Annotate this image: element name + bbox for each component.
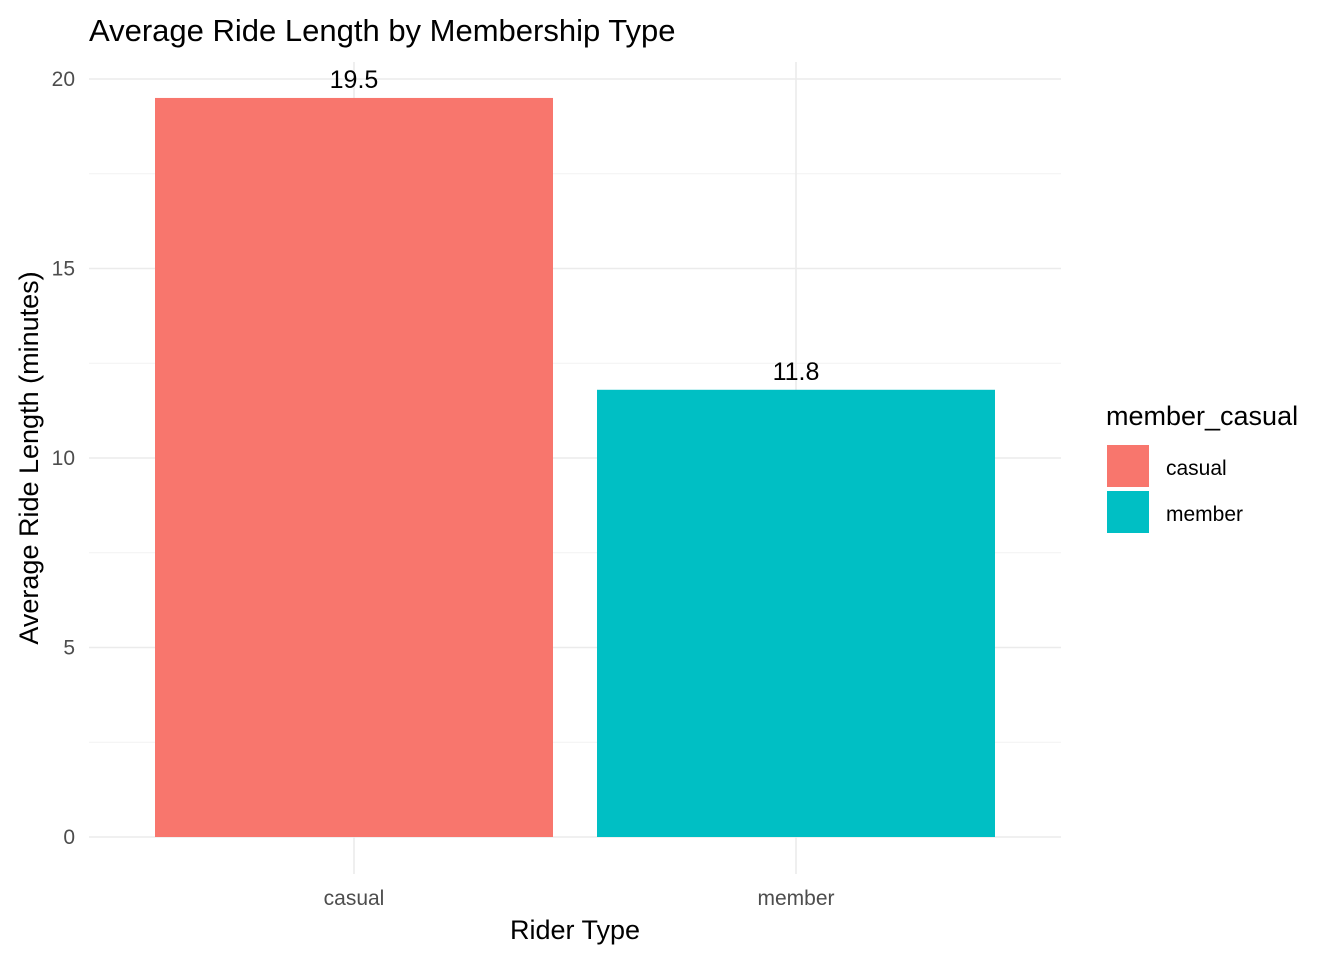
bar-value-label: 11.8 — [773, 358, 820, 386]
x-tick-label: member — [757, 887, 834, 910]
bar-value-label: 19.5 — [330, 66, 379, 94]
y-tick-label: 0 — [63, 826, 75, 849]
y-tick-label: 5 — [63, 637, 75, 660]
y-axis-title: Average Ride Length (minutes) — [14, 271, 44, 644]
legend-label: member — [1166, 503, 1243, 526]
bar-value-labels: 19.5 11.8 — [330, 66, 820, 386]
legend-label: casual — [1166, 457, 1227, 480]
legend-key-casual — [1107, 445, 1149, 487]
chart-title: Average Ride Length by Membership Type — [89, 13, 676, 48]
axes: 0 5 10 15 20 casual member — [52, 68, 835, 910]
legend-key-member — [1107, 491, 1149, 533]
bar-casual — [155, 97, 553, 837]
bars — [155, 97, 995, 837]
legend: member_casual casual member — [1106, 401, 1298, 533]
y-tick-label: 10 — [52, 447, 75, 470]
bar-member — [597, 389, 995, 837]
legend-items: casual member — [1107, 445, 1243, 533]
y-tick-label: 15 — [52, 258, 75, 281]
legend-title: member_casual — [1106, 401, 1298, 431]
x-tick-label: casual — [324, 887, 385, 910]
y-tick-label: 20 — [52, 68, 75, 91]
x-axis-title: Rider Type — [510, 915, 640, 945]
